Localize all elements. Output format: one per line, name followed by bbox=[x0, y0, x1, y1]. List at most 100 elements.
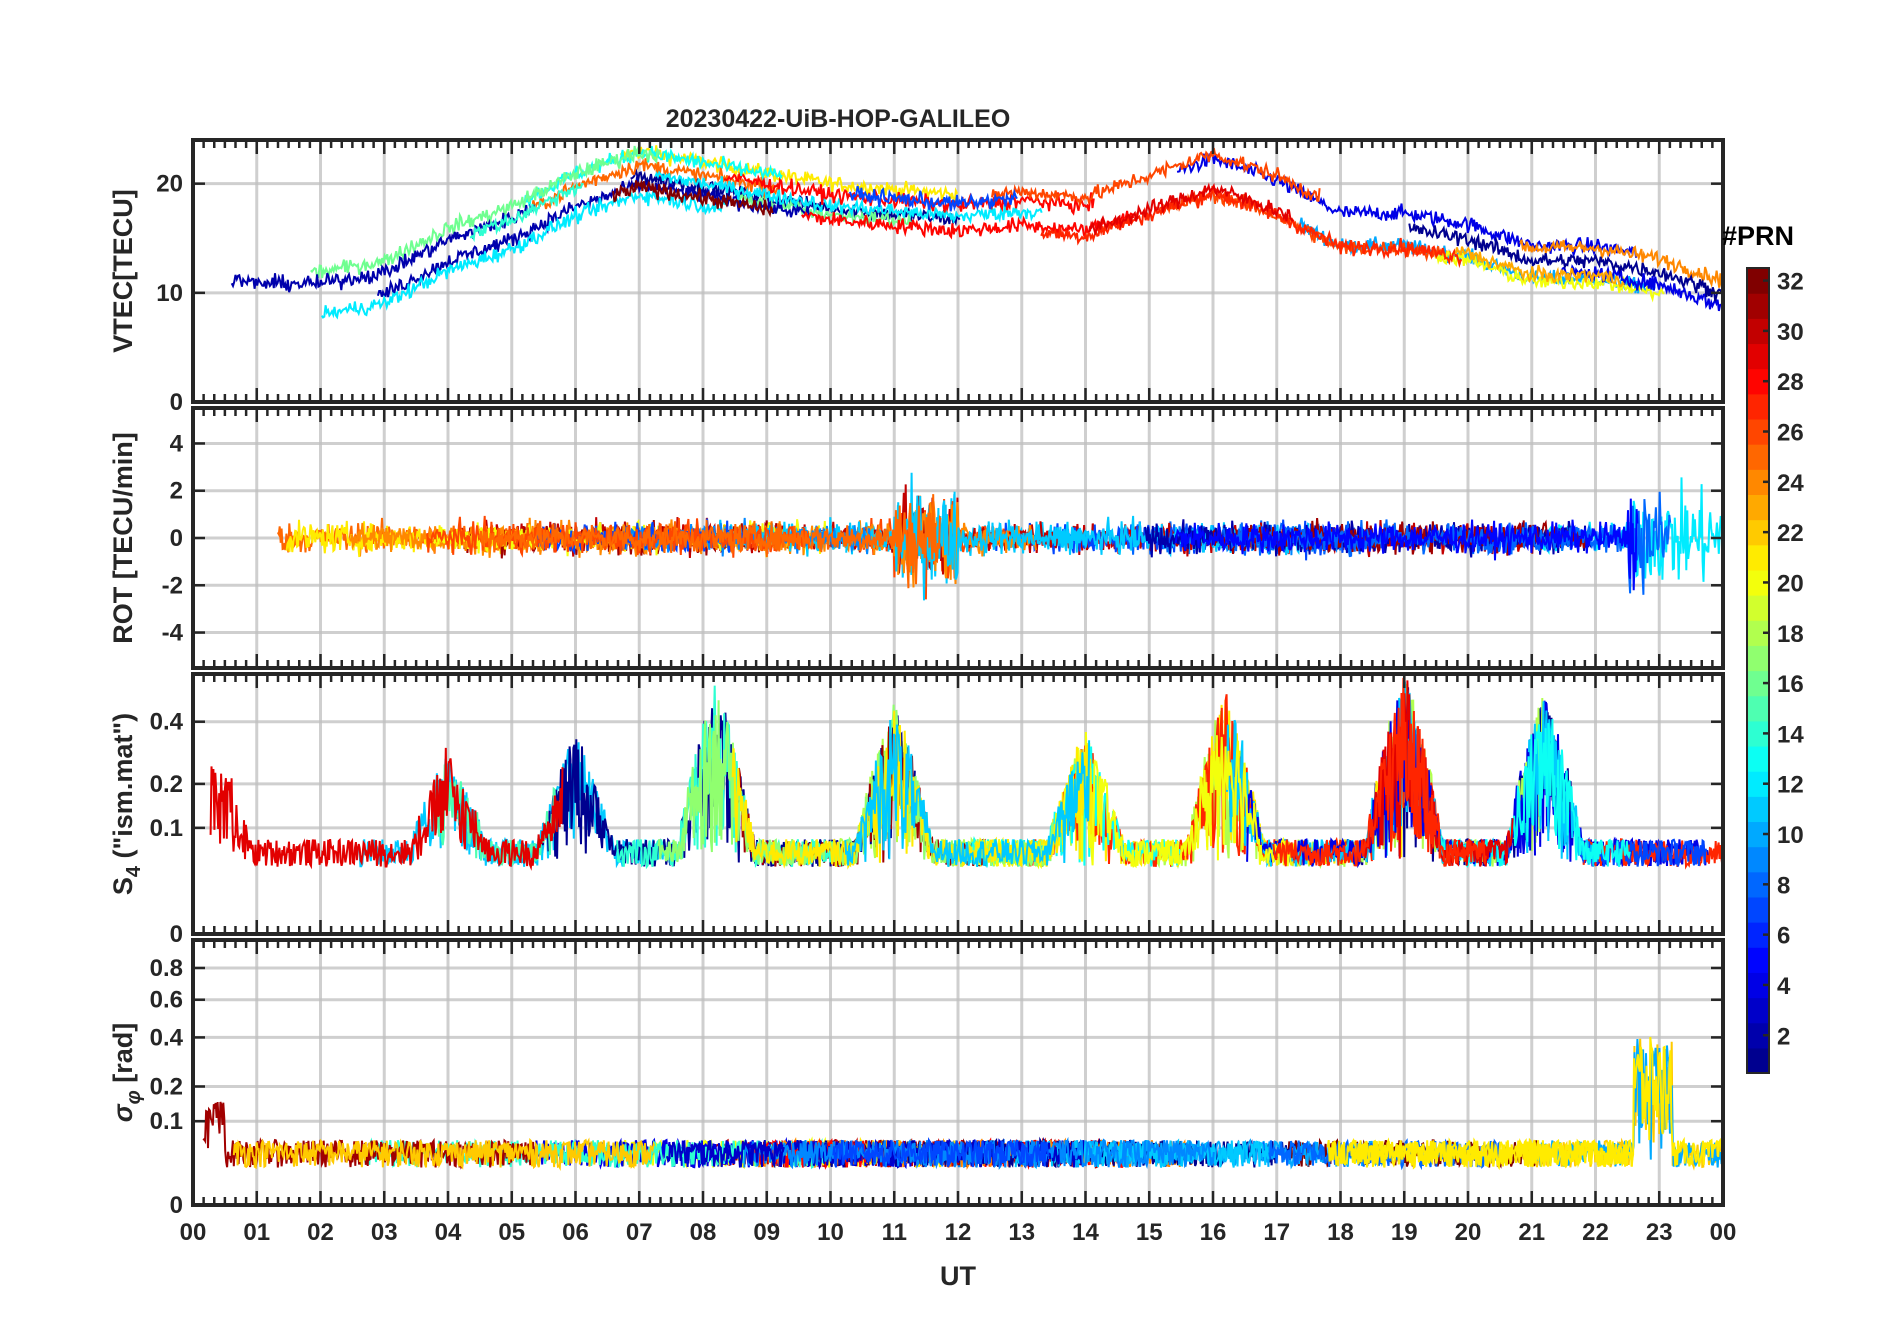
series-sigma bbox=[202, 1036, 1723, 1171]
x-tick-label: 02 bbox=[307, 1219, 334, 1246]
series-line-prn bbox=[469, 181, 584, 243]
colorbar-tick-label: 20 bbox=[1777, 570, 1804, 597]
series-line-prn bbox=[1558, 264, 1723, 312]
colorbar-tick-label: 16 bbox=[1777, 671, 1804, 698]
series-line-prn bbox=[1440, 718, 1631, 868]
colorbar-segment bbox=[1747, 494, 1769, 521]
colorbar-segment bbox=[1747, 1022, 1769, 1049]
colorbar-segment bbox=[1747, 947, 1769, 973]
y-tick-label: -2 bbox=[162, 572, 183, 599]
x-axis: 00 01 02 03 04 05 06 07 08 09 10 11 12 13 14 15 16 17 18 19… bbox=[180, 1219, 1737, 1246]
series-line-prn bbox=[478, 494, 942, 589]
colorbar-segment bbox=[1747, 896, 1769, 923]
y-axis-label-rot: ROT [TECU/min] bbox=[108, 432, 138, 643]
y-tick-label: 0 bbox=[170, 921, 183, 948]
colorbar-tick-label: 32 bbox=[1777, 269, 1804, 296]
series-line-prn bbox=[1087, 182, 1294, 237]
colorbar-tick-label: 22 bbox=[1777, 520, 1804, 547]
colorbar-frame bbox=[1746, 267, 1770, 1074]
x-tick-label: 09 bbox=[753, 1219, 780, 1246]
colorbar-tick-label: 26 bbox=[1777, 420, 1804, 447]
colorbar-segment bbox=[1747, 1047, 1769, 1074]
x-tick-label: 13 bbox=[1008, 1219, 1035, 1246]
y-tick-label: 0 bbox=[170, 1192, 183, 1219]
colorbar-segment bbox=[1747, 670, 1769, 697]
y-tick-label: 4 bbox=[170, 430, 184, 457]
colorbar-segment bbox=[1747, 922, 1769, 948]
series-line-prn bbox=[1174, 498, 1639, 591]
panel-sigma: 0 0.1 0.2 0.4 0.6 0.8 σφ [rad] bbox=[108, 938, 1725, 1219]
colorbar-tick-label: 2 bbox=[1777, 1023, 1790, 1050]
y-tick-label: 0.8 bbox=[150, 955, 183, 982]
colorbar-segment bbox=[1747, 821, 1769, 848]
colorbar-tick-label: 30 bbox=[1777, 319, 1804, 346]
y-tick-label: 0.1 bbox=[150, 1108, 183, 1135]
colorbar-tick-label: 24 bbox=[1777, 470, 1804, 497]
series-line-prn bbox=[848, 185, 1018, 212]
colorbar-segment bbox=[1747, 846, 1769, 873]
y-axis-label-s4: S4 ("ism.mat") bbox=[108, 713, 145, 895]
colorbar-segment bbox=[1747, 569, 1769, 596]
colorbar-title: #PRN bbox=[1722, 221, 1794, 251]
y-tick-label: 0.1 bbox=[150, 815, 183, 842]
series-line-prn bbox=[1519, 239, 1723, 288]
colorbar-segment bbox=[1747, 368, 1769, 395]
grid-s4 bbox=[193, 674, 1723, 936]
x-tick-label: 16 bbox=[1200, 1219, 1227, 1246]
series-line-prn bbox=[666, 1138, 785, 1169]
colorbar-segment bbox=[1747, 972, 1769, 999]
colorbar-tick-label: 12 bbox=[1777, 772, 1804, 799]
colorbar-segment bbox=[1747, 871, 1769, 898]
x-tick-label: 01 bbox=[243, 1219, 270, 1246]
panels: 0 10 20 VTEC[TECU] -4 -2 0 2 4 ROT [TECU/min] 0 0.1… bbox=[108, 138, 1725, 1219]
y-tick-label: -4 bbox=[162, 620, 184, 647]
y-tick-label: 0.4 bbox=[150, 1024, 184, 1051]
colorbar-segment bbox=[1747, 720, 1769, 747]
x-tick-label: 10 bbox=[817, 1219, 844, 1246]
colorbar-segment bbox=[1747, 997, 1769, 1024]
series-line-prn bbox=[801, 210, 1135, 240]
panel-vtec: 0 10 20 VTEC[TECU] bbox=[108, 138, 1725, 416]
series-line-prn bbox=[991, 147, 1321, 209]
series-line-prn bbox=[310, 145, 662, 279]
x-tick-label: 15 bbox=[1136, 1219, 1163, 1246]
grid-vtec bbox=[193, 140, 1723, 404]
x-tick-label: 17 bbox=[1263, 1219, 1290, 1246]
y-tick-label: 0.4 bbox=[150, 709, 184, 736]
x-tick-label: 18 bbox=[1327, 1219, 1354, 1246]
colorbar-tick-label: 14 bbox=[1777, 721, 1804, 748]
x-tick-label: 08 bbox=[690, 1219, 717, 1246]
x-tick-label: 04 bbox=[435, 1219, 462, 1246]
y-tick-label: 20 bbox=[156, 171, 183, 198]
x-tick-label: 20 bbox=[1455, 1219, 1482, 1246]
x-tick-label: 00 bbox=[1710, 1219, 1737, 1246]
colorbar-segment bbox=[1747, 418, 1769, 445]
colorbar-segment bbox=[1747, 796, 1769, 823]
series-line-prn bbox=[832, 1136, 1050, 1168]
colorbar-segment bbox=[1747, 771, 1769, 797]
series-line-prn bbox=[1454, 246, 1625, 288]
colorbar-segment bbox=[1747, 444, 1769, 470]
series-s4 bbox=[209, 677, 1723, 871]
panel-rot: -4 -2 0 2 4 ROT [TECU/min] bbox=[108, 406, 1725, 670]
colorbar-segment bbox=[1747, 469, 1769, 496]
series-line-prn bbox=[612, 179, 774, 218]
x-tick-label: 14 bbox=[1072, 1219, 1099, 1246]
series-line-prn bbox=[734, 193, 914, 227]
series-line-prn bbox=[1579, 838, 1708, 867]
series-line-prn bbox=[1349, 1036, 1723, 1169]
y-axis-label-vtec: VTEC[TECU] bbox=[108, 189, 138, 353]
colorbar-segment bbox=[1747, 544, 1769, 571]
colorbar-segment bbox=[1747, 595, 1769, 621]
series-vtec bbox=[230, 145, 1723, 320]
x-tick-label: 12 bbox=[945, 1219, 972, 1246]
x-tick-label: 05 bbox=[498, 1219, 525, 1246]
ticks-sigma bbox=[191, 940, 1725, 1207]
colorbar-tick-label: 8 bbox=[1777, 872, 1790, 899]
ticks-rot bbox=[191, 408, 1725, 668]
x-tick-label: 07 bbox=[626, 1219, 653, 1246]
colorbar-segment bbox=[1747, 620, 1769, 646]
series-line-prn bbox=[1176, 150, 1638, 259]
